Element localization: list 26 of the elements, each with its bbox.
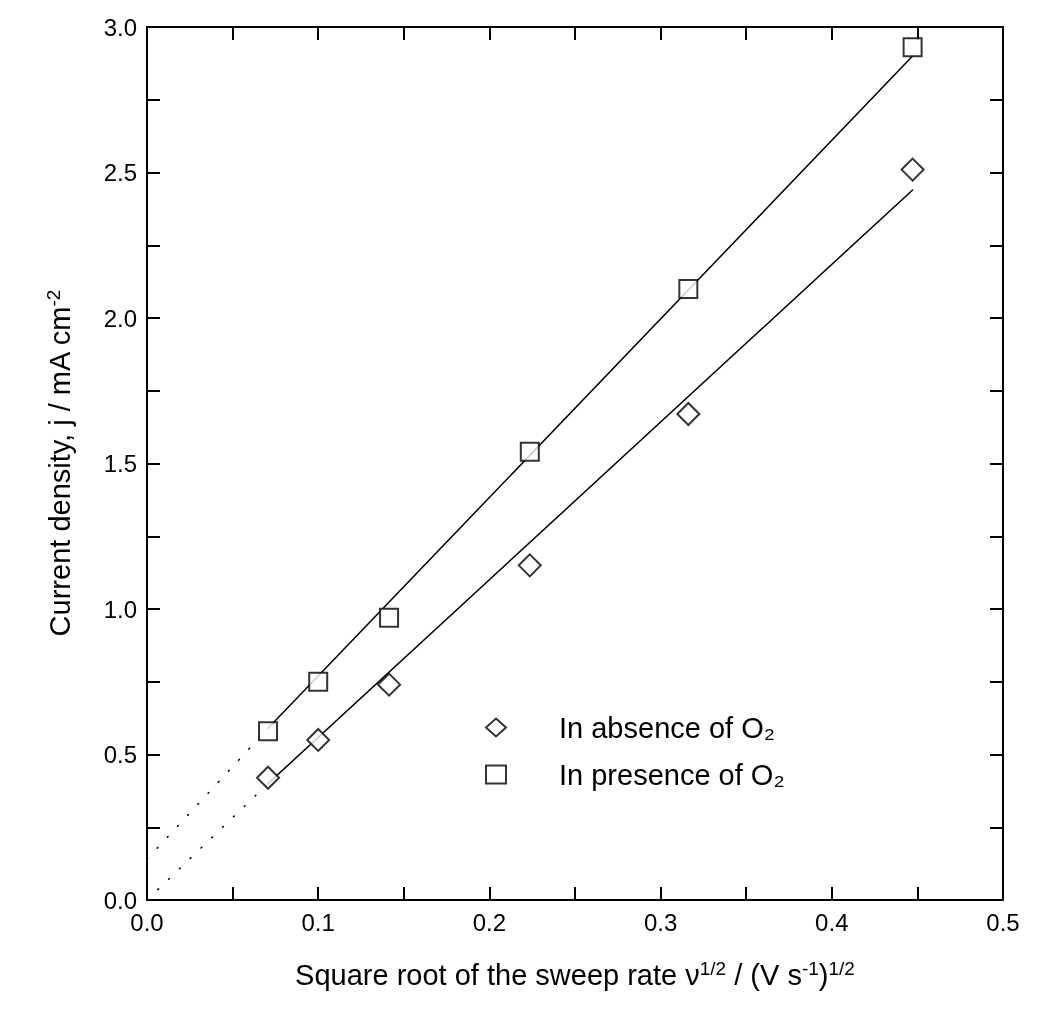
point [308, 671, 329, 692]
point [256, 765, 281, 790]
y-tick-label: 1.0 [103, 595, 137, 623]
point [306, 727, 331, 752]
point [678, 278, 699, 299]
y-tick-label: 2.0 [103, 304, 137, 332]
point [676, 402, 701, 427]
y-tick-label: 2.5 [103, 159, 137, 186]
x-tick-label: 0.2 [472, 908, 507, 936]
legend-label: In presence of O₂ [559, 758, 785, 791]
x-tick-label: 0.3 [643, 908, 678, 936]
point [377, 672, 402, 697]
x-axis-title: Square root of the sweep rate ν$^{1/2}$ / (V s$^{-1}$)$^{1/2}$ [295, 957, 855, 993]
point [379, 607, 400, 628]
point [517, 553, 542, 578]
point [519, 441, 540, 462]
y-tick-label: 1.5 [103, 450, 137, 477]
y-tick-label: 3.0 [103, 13, 137, 41]
x-tick-label: 0.4 [815, 908, 849, 936]
y-tick-label: 0.5 [103, 741, 137, 768]
point [902, 37, 923, 58]
x-tick-label: 0.1 [301, 908, 335, 936]
point [258, 721, 279, 742]
legend-label: In absence of O₂ [559, 711, 775, 744]
x-tick-label: 0.5 [986, 908, 1020, 936]
point [900, 157, 925, 182]
